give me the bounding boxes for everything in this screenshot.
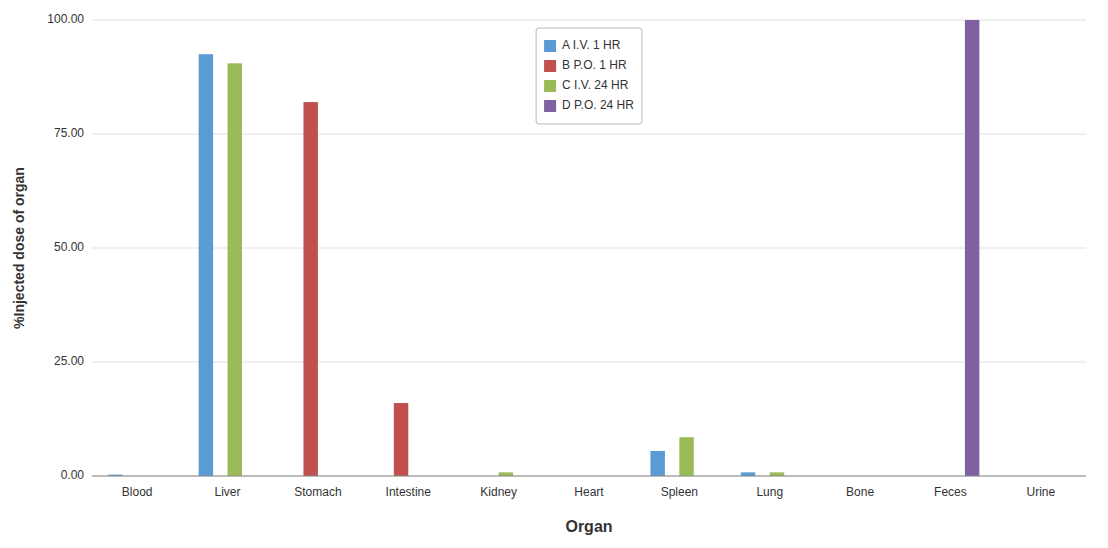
y-tick-label: 100.00 <box>47 12 84 26</box>
legend-label: B P.O. 1 HR <box>562 58 627 72</box>
grid-line <box>92 476 1086 477</box>
legend-swatch <box>544 80 556 92</box>
y-grid <box>92 20 1086 476</box>
x-axis-title: Organ <box>565 518 612 535</box>
grid-line <box>92 20 1086 21</box>
bars <box>108 20 979 476</box>
y-axis-title: %Injected dose of organ <box>11 167 27 329</box>
legend-label: D P.O. 24 HR <box>562 98 634 112</box>
y-tick-label: 25.00 <box>54 354 84 368</box>
bar <box>965 20 979 476</box>
x-tick-label: Lung <box>756 485 783 499</box>
series-bars <box>228 63 785 476</box>
bar <box>770 472 784 476</box>
legend-swatch <box>544 40 556 52</box>
x-tick-label: Heart <box>574 485 604 499</box>
series-bars <box>303 102 408 476</box>
y-axis: 0.00 25.00 50.00 75.00 100.00 <box>47 12 84 482</box>
y-tick-label: 75.00 <box>54 126 84 140</box>
x-tick-label: Bone <box>846 485 874 499</box>
x-axis-line <box>92 476 1086 477</box>
bar <box>741 472 755 476</box>
x-tick-label: Kidney <box>480 485 517 499</box>
x-tick-label: Liver <box>215 485 241 499</box>
bar <box>303 102 317 476</box>
series-bars <box>108 54 755 476</box>
legend-box <box>536 28 642 124</box>
y-tick-label: 0.00 <box>61 468 85 482</box>
bar <box>199 54 213 476</box>
legend-label: A I.V. 1 HR <box>562 38 621 52</box>
x-tick-label: Blood <box>122 485 153 499</box>
legend-swatch <box>544 100 556 112</box>
bar <box>228 63 242 476</box>
chart: 0.00 25.00 50.00 75.00 100.00 Blood Liver Stoma… <box>0 0 1108 548</box>
bar <box>499 472 513 476</box>
bar <box>679 437 693 476</box>
y-tick-label: 50.00 <box>54 240 84 254</box>
legend: A I.V. 1 HR B P.O. 1 HR C I.V. 24 HR D P.O.… <box>536 28 642 124</box>
bar <box>650 451 664 476</box>
x-tick-label: Spleen <box>661 485 698 499</box>
x-tick-label: Stomach <box>294 485 341 499</box>
bar <box>394 403 408 476</box>
legend-label: C I.V. 24 HR <box>562 78 629 92</box>
x-tick-label: Feces <box>934 485 967 499</box>
page: {"chart_data": {"type": "bar", "xlabel":… <box>0 0 1108 548</box>
x-tick-label: Urine <box>1026 485 1055 499</box>
x-tick-label: Intestine <box>386 485 432 499</box>
series-bars <box>965 20 979 476</box>
x-axis: Blood Liver Stomach Intestine Kidney Heart Spl… <box>122 485 1056 499</box>
legend-swatch <box>544 60 556 72</box>
